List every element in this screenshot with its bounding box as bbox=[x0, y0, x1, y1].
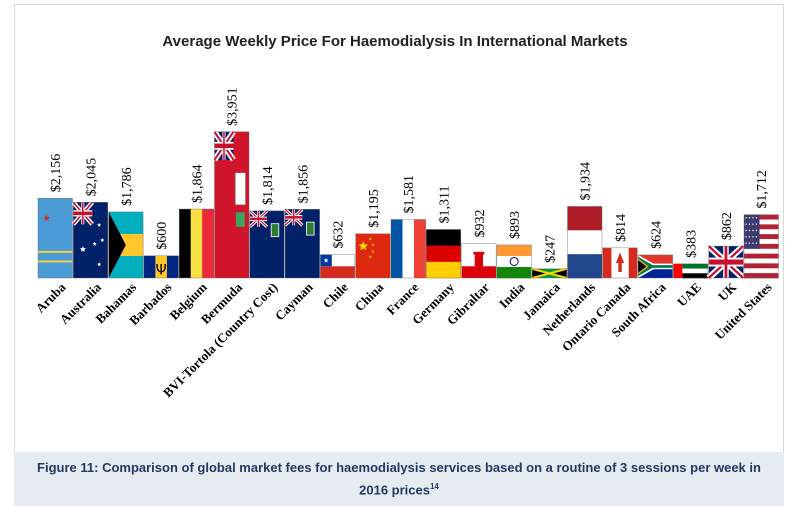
cayman-flag-icon bbox=[284, 208, 320, 278]
china-flag-icon bbox=[355, 233, 391, 278]
bar-ontario-canada bbox=[602, 247, 638, 279]
label-column bbox=[285, 130, 320, 210]
data-label: $1,712 bbox=[755, 170, 770, 209]
bar-india bbox=[496, 244, 532, 279]
category-label: UAE bbox=[674, 280, 704, 310]
bahamas-flag-icon bbox=[108, 211, 144, 278]
bar-netherlands bbox=[567, 206, 603, 279]
caption-reference: 14 bbox=[429, 482, 439, 492]
data-label: $1,311 bbox=[438, 186, 453, 224]
gibraltar-flag-icon bbox=[461, 243, 497, 278]
bar-bahamas bbox=[108, 211, 144, 279]
label-column bbox=[567, 130, 602, 207]
label-column bbox=[602, 130, 638, 248]
bar-uae bbox=[673, 263, 709, 279]
data-label: $247 bbox=[543, 235, 558, 263]
bvi-flag-icon bbox=[248, 209, 285, 278]
bar-uk bbox=[706, 243, 746, 281]
australia-flag-icon bbox=[71, 200, 108, 278]
category-label: India bbox=[496, 279, 528, 311]
data-label: $632 bbox=[332, 221, 347, 249]
bar-barbados: Ψ bbox=[143, 255, 179, 279]
label-column bbox=[143, 130, 179, 256]
label-column bbox=[638, 130, 673, 255]
label-column bbox=[108, 130, 144, 212]
data-label: $814 bbox=[614, 214, 629, 242]
india-flag-icon bbox=[496, 244, 532, 279]
south-africa-flag-icon bbox=[638, 254, 673, 278]
caption-box: Figure 11: Comparison of global market f… bbox=[14, 452, 784, 506]
label-column bbox=[73, 130, 108, 203]
bermuda-flag-icon bbox=[212, 130, 249, 278]
bar-south-africa bbox=[637, 254, 673, 279]
data-label: $383 bbox=[685, 230, 700, 258]
france-flag-icon bbox=[391, 219, 426, 278]
bar-china bbox=[355, 233, 391, 279]
aruba-flag-icon bbox=[38, 198, 73, 278]
jamaica-flag-icon bbox=[531, 267, 567, 279]
data-label: $862 bbox=[720, 212, 735, 240]
label-column bbox=[179, 130, 214, 210]
label-column bbox=[249, 130, 285, 211]
bar-france bbox=[390, 219, 426, 279]
bar-belgium bbox=[178, 208, 214, 279]
bars: $2,156Aruba$2,045Australia$1,786BahamasΨ… bbox=[32, 87, 779, 400]
barbados-flag-icon: Ψ bbox=[143, 255, 179, 279]
bar-bvi-tortola-country-cost- bbox=[248, 209, 285, 279]
data-label: $893 bbox=[508, 211, 523, 239]
bar-germany bbox=[426, 229, 461, 279]
category-label: UK bbox=[715, 279, 740, 304]
bar-gibraltar bbox=[461, 243, 497, 279]
label-column bbox=[426, 130, 461, 230]
usa-flag-icon bbox=[744, 214, 779, 279]
label-column bbox=[355, 130, 391, 234]
data-label: $1,814 bbox=[261, 166, 276, 205]
bar-aruba bbox=[37, 198, 73, 279]
bar-chile bbox=[320, 254, 356, 279]
label-column bbox=[673, 130, 708, 264]
germany-flag-icon bbox=[426, 229, 461, 279]
label-column bbox=[38, 130, 73, 199]
data-label: $2,045 bbox=[85, 158, 100, 197]
category-label: Chile bbox=[319, 279, 351, 311]
belgium-flag-icon bbox=[179, 209, 214, 278]
data-label: $3,951 bbox=[226, 87, 241, 126]
data-label: $1,856 bbox=[296, 165, 311, 204]
label-column bbox=[744, 130, 779, 215]
bar-cayman bbox=[284, 208, 320, 279]
bar-australia bbox=[71, 200, 108, 279]
canada-flag-icon bbox=[602, 247, 638, 278]
data-label: $1,864 bbox=[190, 165, 205, 204]
chile-flag-icon bbox=[320, 254, 355, 278]
category-label: China bbox=[352, 279, 387, 314]
figure-caption: Figure 11: Comparison of global market f… bbox=[14, 458, 784, 499]
label-column bbox=[496, 130, 532, 245]
netherlands-flag-icon bbox=[567, 206, 602, 279]
label-column bbox=[708, 130, 744, 247]
svg-text:Ψ: Ψ bbox=[156, 263, 167, 279]
data-label: $1,786 bbox=[120, 167, 135, 206]
bar-united-states bbox=[743, 214, 779, 279]
data-label: $1,934 bbox=[579, 162, 594, 201]
data-label: $600 bbox=[155, 222, 170, 250]
caption-text: Figure 11: Comparison of global market f… bbox=[37, 460, 761, 498]
data-label: $2,156 bbox=[49, 154, 64, 193]
bar-jamaica bbox=[531, 267, 567, 279]
data-label: $1,195 bbox=[367, 189, 382, 228]
uk-flag-icon bbox=[706, 243, 746, 281]
category-label: Cayman bbox=[272, 279, 316, 323]
data-label: $624 bbox=[649, 221, 664, 249]
data-label: $932 bbox=[473, 210, 488, 238]
bar-chart: Average Weekly Price For Haemodialysis I… bbox=[32, 33, 779, 400]
bar-bermuda bbox=[212, 130, 250, 279]
uae-flag-icon bbox=[673, 263, 708, 279]
label-column bbox=[461, 130, 497, 244]
label-column bbox=[532, 130, 567, 269]
data-label: $1,581 bbox=[402, 175, 417, 214]
label-column bbox=[391, 130, 426, 220]
chart-title: Average Weekly Price For Haemodialysis I… bbox=[162, 33, 627, 50]
label-column bbox=[320, 130, 355, 255]
